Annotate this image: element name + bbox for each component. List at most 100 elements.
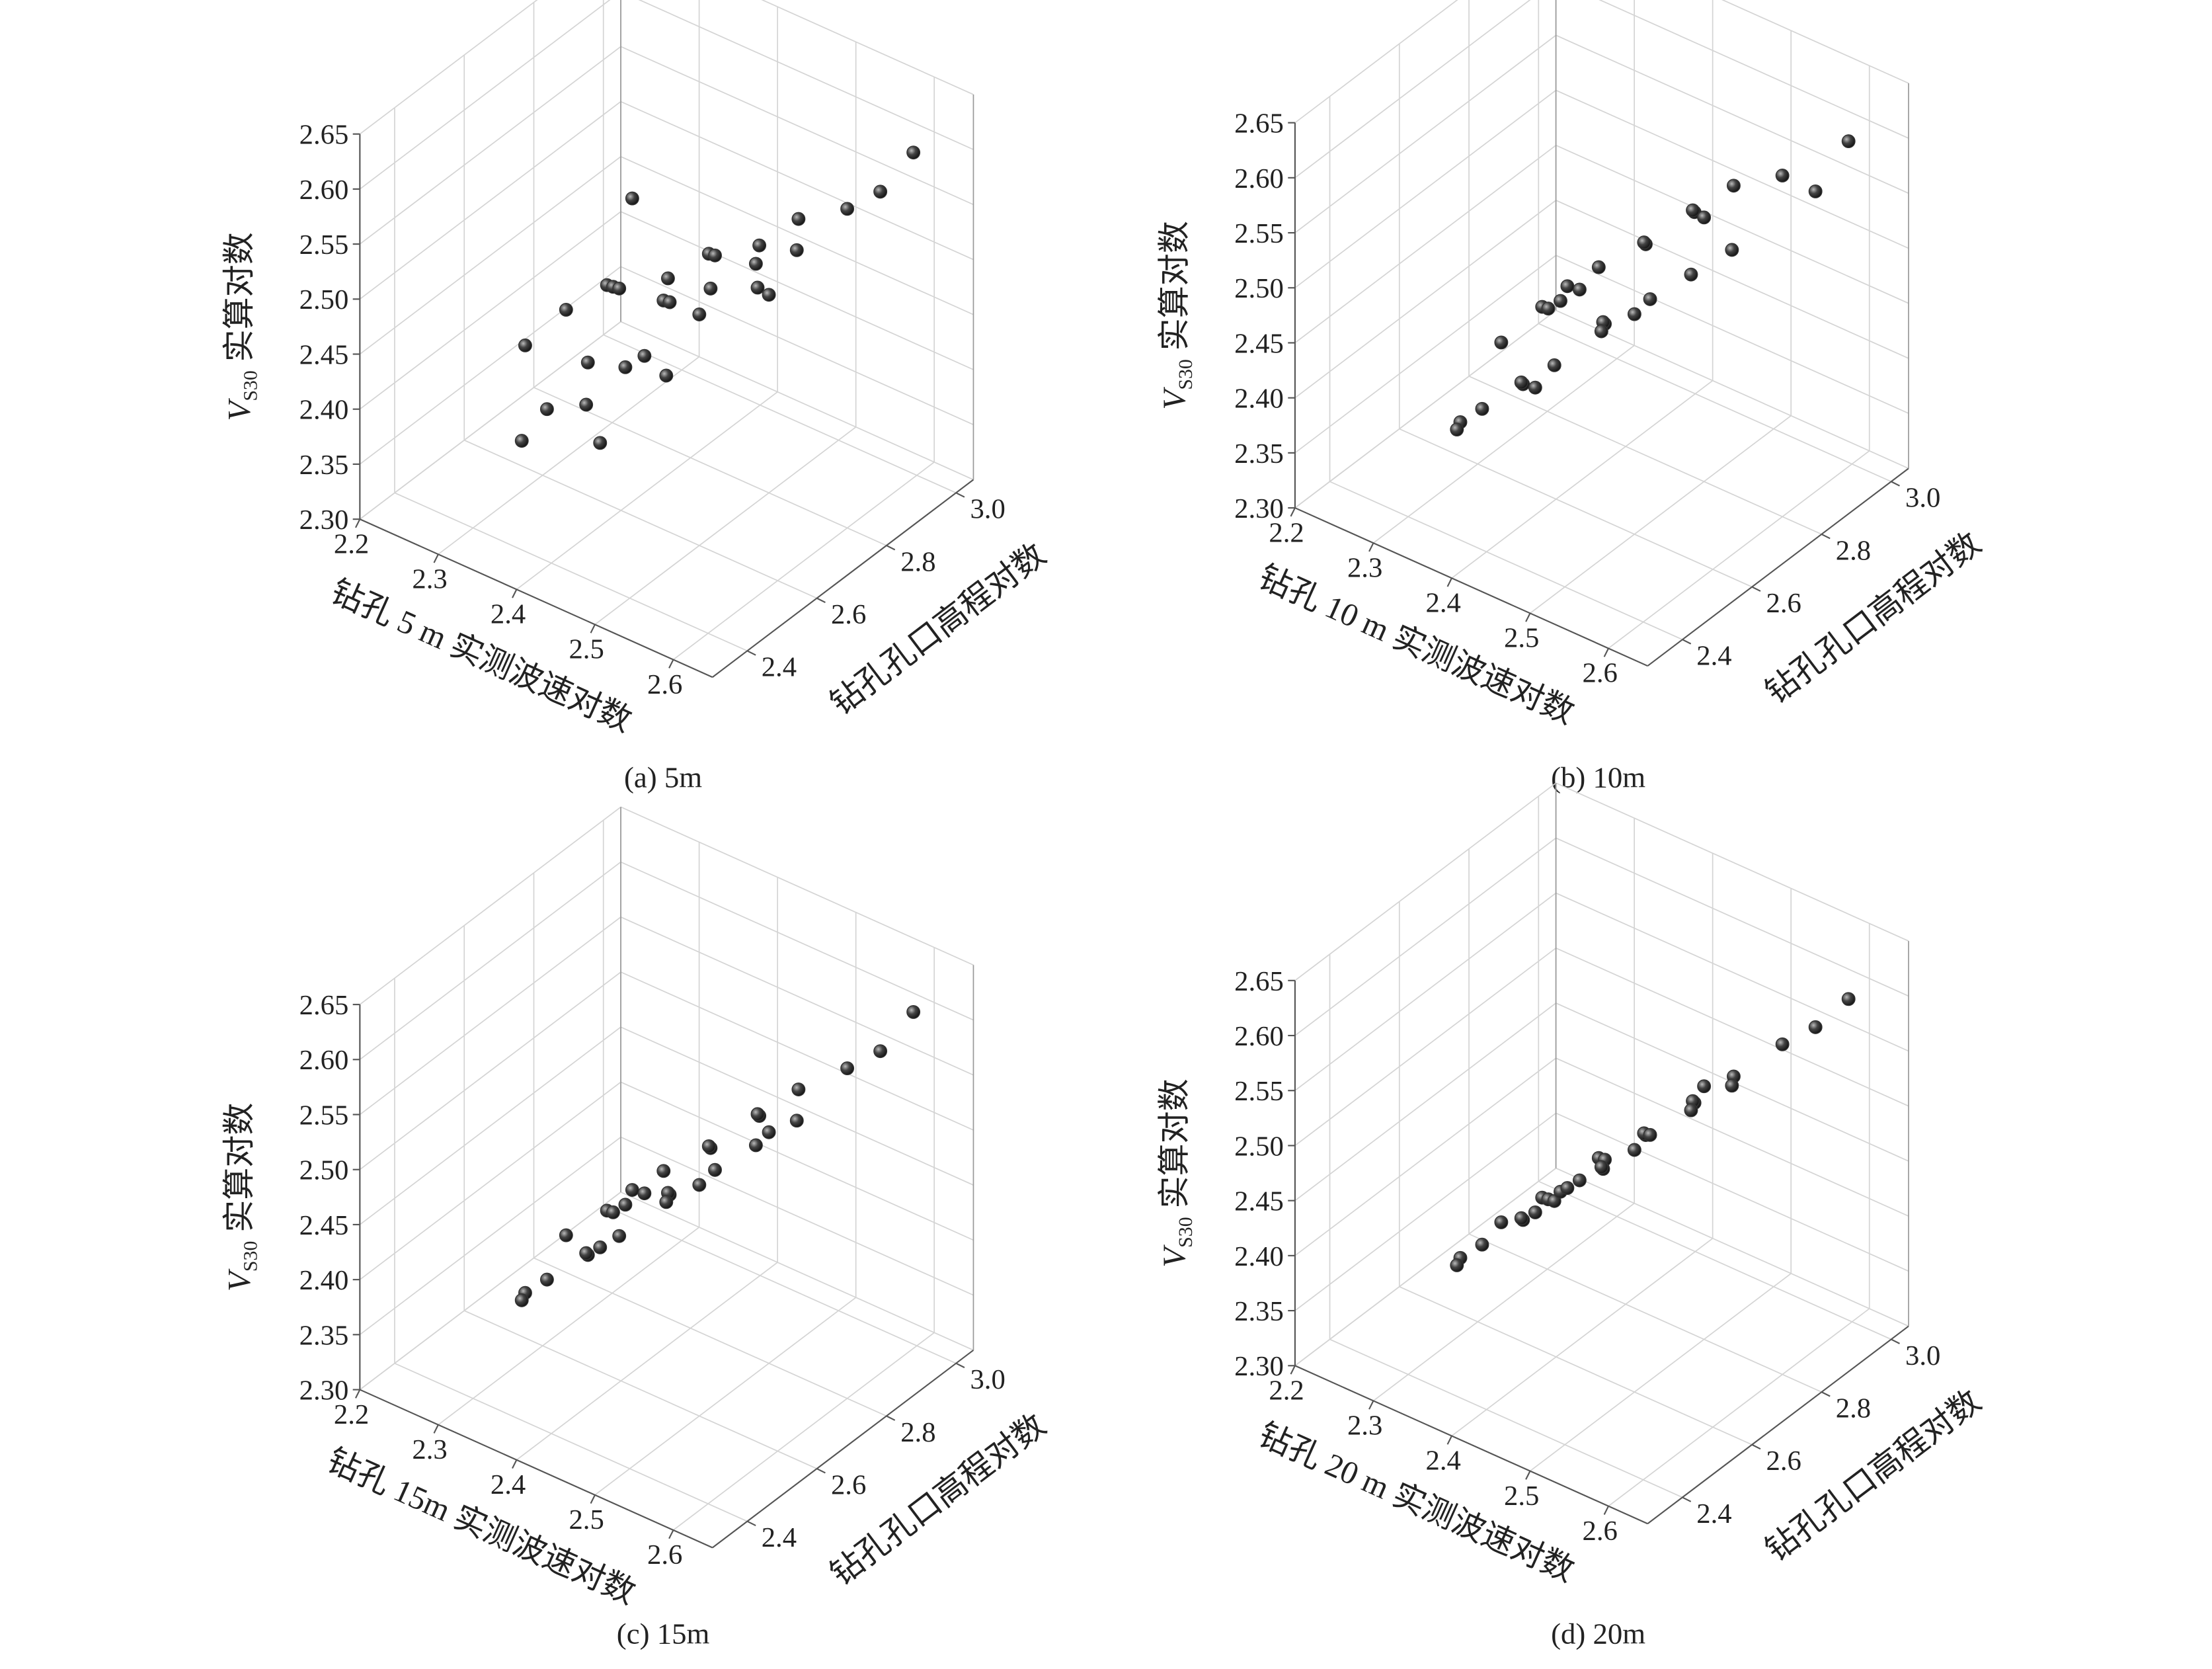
grid-line (359, 1026, 621, 1225)
z-tick-label: 2.30 (1234, 493, 1284, 524)
grid-line (359, 211, 621, 410)
z-axis-subscript: S30 (1175, 1217, 1197, 1247)
grid-line (359, 916, 621, 1116)
data-point (692, 307, 707, 321)
grid-line (533, 387, 887, 546)
grid-line (359, 861, 621, 1060)
tick-mark (1821, 1391, 1831, 1397)
tick-mark (590, 1494, 596, 1504)
data-point (579, 397, 594, 412)
data-point (1775, 1037, 1790, 1051)
grid-line (533, 1257, 887, 1417)
data-point (789, 243, 804, 257)
x-tick-label: 2.6 (1583, 1516, 1618, 1547)
data-point (1591, 260, 1606, 274)
data-point (1475, 1237, 1489, 1252)
data-point (612, 1229, 627, 1243)
z-tick-label: 2.30 (1234, 1351, 1284, 1382)
tick-mark (1682, 639, 1692, 645)
data-point (1541, 302, 1556, 316)
data-point (618, 360, 633, 374)
y-tick-label: 2.8 (900, 1417, 935, 1448)
data-point (559, 302, 573, 317)
y-tick-label: 2.4 (1696, 1498, 1731, 1529)
data-point (708, 1162, 722, 1177)
grid-line (1294, 34, 1557, 233)
data-point (1643, 1127, 1657, 1142)
axis-line (1294, 1365, 1648, 1525)
data-point (750, 280, 765, 295)
z-axis-subscript: S30 (1175, 359, 1197, 389)
tick-mark (1525, 1471, 1531, 1480)
z-tick-label: 2.35 (1234, 1296, 1284, 1327)
x-tick-label: 2.5 (1504, 1481, 1539, 1512)
x-tick-label: 2.2 (334, 1399, 369, 1430)
tick-mark (668, 1529, 674, 1539)
grid-line (672, 462, 935, 661)
z-tick-label: 2.45 (1234, 1186, 1284, 1217)
grid-line (594, 427, 857, 626)
grid-line (1556, 782, 1909, 942)
grid-line (620, 916, 974, 1076)
grid-line (1294, 782, 1557, 981)
x-tick-label: 2.5 (1504, 623, 1539, 654)
data-point (1725, 1079, 1739, 1093)
data-point (606, 1205, 620, 1219)
data-point (1684, 267, 1698, 282)
caption: (c) 15m (617, 1617, 710, 1650)
tick-mark (433, 1424, 439, 1434)
y-tick-label: 2.8 (1836, 1393, 1871, 1424)
data-point (762, 1125, 776, 1139)
data-point (1841, 992, 1856, 1006)
grid-line (359, 46, 621, 245)
z-axis-symbol: V (221, 1268, 257, 1291)
grid-line (620, 46, 974, 206)
grid-line (359, 0, 538, 135)
z-tick-label: 2.65 (299, 120, 349, 151)
data-point (703, 281, 718, 296)
y-tick-label: 2.6 (1766, 588, 1801, 619)
z-tick-label: 2.50 (1234, 273, 1284, 304)
data-point (1560, 1181, 1575, 1196)
z-axis-symbol: V (1156, 387, 1192, 410)
grid-line (638, 0, 974, 150)
tick-mark (1891, 481, 1900, 487)
axis-line (1294, 507, 1648, 667)
x-tick-label: 2.4 (491, 599, 526, 630)
x-tick-label: 2.2 (1269, 1375, 1304, 1406)
grid-line (359, 971, 621, 1170)
data-point (701, 1139, 716, 1153)
grid-line (1294, 0, 1458, 124)
data-point (762, 288, 776, 302)
tick-mark (1290, 1365, 1296, 1375)
grid-line (1294, 837, 1557, 1036)
grid-line (1529, 415, 1792, 614)
z-tick-label: 2.50 (299, 284, 349, 315)
z-axis-title: VS30 实算对数 (1156, 1079, 1197, 1268)
grid-line (1399, 428, 1753, 588)
grid-line (620, 211, 974, 370)
panel: 2.30 2.35 2.40 2.45 2.50 2.55 2.60 2.65 2.2 2.3 2.… (221, 806, 1052, 1650)
data-point (1808, 184, 1823, 198)
tick-mark (955, 1362, 965, 1369)
grid-line (359, 1192, 621, 1391)
grid-line (516, 1262, 778, 1461)
data-point (637, 1186, 652, 1201)
data-point (559, 1228, 573, 1242)
grid-line (1294, 0, 1531, 179)
z-tick-label: 2.50 (1234, 1131, 1284, 1162)
grid-line (1529, 1273, 1792, 1472)
grid-line (1556, 892, 1909, 1052)
z-axis-text: 实算对数 (1156, 1079, 1192, 1208)
tick-mark (1525, 612, 1531, 622)
data-point (1450, 423, 1464, 437)
tick-mark (1290, 507, 1296, 517)
tick-mark (512, 589, 518, 598)
data-point (593, 1240, 608, 1254)
grid-line (1468, 1233, 1822, 1393)
data-point (518, 338, 532, 352)
grid-line (1556, 89, 1909, 249)
grid-line (1468, 376, 1822, 535)
grid-line (359, 101, 621, 300)
z-tick-label: 2.65 (299, 990, 349, 1021)
